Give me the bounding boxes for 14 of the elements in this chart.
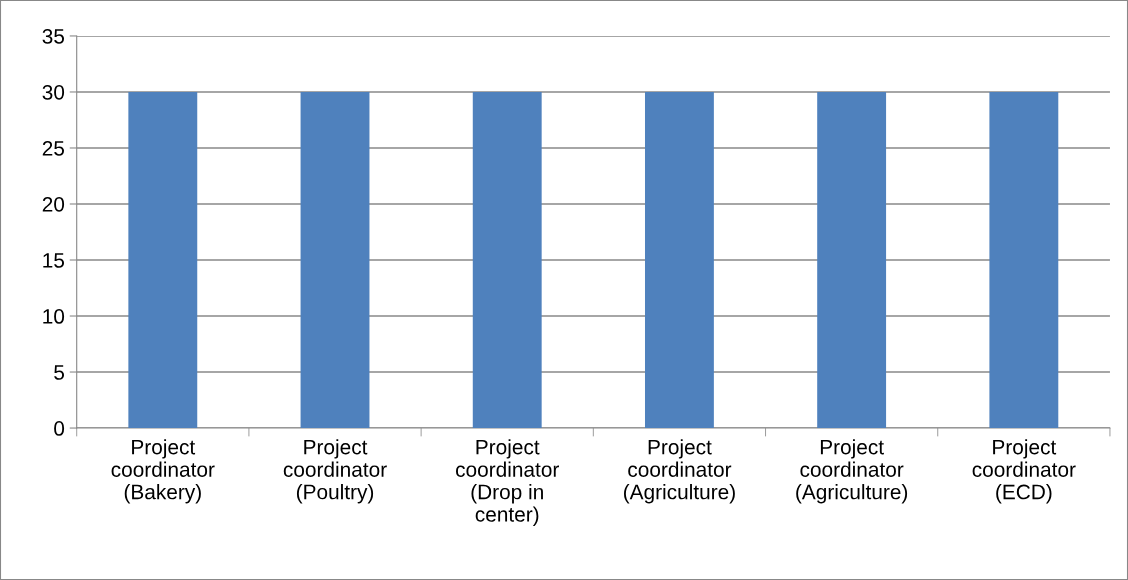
y-tick-label: 25: [42, 140, 65, 156]
y-tick-label: 0: [54, 421, 65, 436]
x-tick-label: Project coordinator (ECD): [972, 439, 1076, 504]
y-tick-label: 5: [54, 365, 65, 380]
x-tick-label: Project coordinator (Drop in center): [456, 439, 559, 526]
y-tick-label: 20: [42, 197, 65, 212]
x-tick-label: Project coordinator (Bakery): [111, 439, 215, 504]
y-tick-label: 10: [43, 309, 65, 324]
x-tick-label: Project coordinator (Agriculture): [624, 439, 735, 504]
y-tick-label: 15: [43, 253, 65, 268]
x-tick-label: Project coordinator (Poultry): [283, 439, 387, 504]
x-tick-label: Project coordinator (Agriculture): [796, 439, 908, 504]
y-tick-label: 35: [42, 28, 65, 44]
y-tick-label: 30: [42, 84, 65, 100]
